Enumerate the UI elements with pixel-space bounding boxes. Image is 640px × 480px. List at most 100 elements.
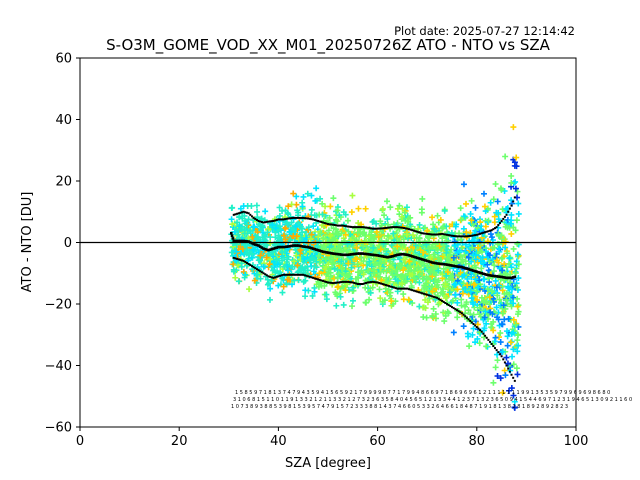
scatter-point bbox=[464, 282, 471, 289]
scatter-point bbox=[410, 231, 417, 238]
scatter-point bbox=[373, 228, 380, 235]
lower-std-point bbox=[241, 259, 244, 262]
lower-std-point bbox=[279, 274, 282, 277]
scatter-point bbox=[429, 313, 436, 320]
scatter-point bbox=[288, 201, 295, 208]
scatter-point bbox=[470, 301, 477, 308]
scatter-point bbox=[502, 238, 509, 245]
scatter-point bbox=[288, 219, 295, 226]
scatter-point bbox=[421, 224, 428, 231]
mean-point bbox=[240, 239, 244, 243]
scatter-point bbox=[495, 209, 502, 216]
scatter-point bbox=[310, 223, 317, 230]
scatter-point bbox=[483, 320, 490, 327]
upper-std-point bbox=[260, 221, 263, 223]
lower-std-point bbox=[414, 290, 417, 293]
scatter-point bbox=[494, 198, 501, 205]
mean-point bbox=[513, 275, 517, 279]
scatter-point bbox=[491, 213, 498, 220]
mean-point bbox=[361, 252, 365, 255]
lower-std-point bbox=[369, 281, 372, 284]
lower-std-point bbox=[388, 285, 391, 288]
mean-point bbox=[434, 261, 437, 265]
scatter-point bbox=[467, 210, 474, 217]
lower-std-point bbox=[232, 256, 235, 259]
lower-std-point bbox=[424, 293, 427, 296]
upper-std-point bbox=[431, 233, 434, 236]
scatter-point bbox=[429, 273, 436, 280]
mean-point bbox=[291, 244, 295, 247]
lower-std-point bbox=[351, 281, 354, 284]
scatter-point bbox=[452, 291, 459, 298]
scatter-point bbox=[515, 252, 522, 259]
mean-point bbox=[505, 276, 508, 280]
mean-point bbox=[290, 244, 293, 248]
scatter-point bbox=[460, 323, 467, 330]
scatter-point bbox=[261, 233, 268, 240]
scatter-point bbox=[502, 244, 509, 251]
mean-point bbox=[364, 252, 368, 256]
upper-std-point bbox=[315, 219, 318, 222]
lower-std-point bbox=[315, 277, 318, 280]
mean-point bbox=[328, 251, 331, 255]
scatter-point bbox=[427, 254, 434, 261]
lower-std-point bbox=[500, 355, 503, 358]
scatter-point bbox=[237, 242, 244, 249]
scatter-point bbox=[299, 203, 306, 210]
scatter-point bbox=[443, 249, 450, 256]
lower-std-point bbox=[384, 284, 387, 287]
x-tick-label: 40 bbox=[270, 434, 287, 449]
scatter-point bbox=[346, 270, 353, 277]
scatter-point bbox=[437, 216, 444, 223]
lower-std-point bbox=[480, 330, 483, 333]
lower-std-point bbox=[274, 276, 277, 279]
upper-std-point bbox=[373, 227, 376, 230]
lower-std-point bbox=[267, 275, 270, 278]
upper-std-point bbox=[477, 233, 480, 236]
lower-std-point bbox=[455, 309, 458, 312]
scatter-point bbox=[339, 270, 346, 277]
scatter-point bbox=[474, 288, 481, 295]
lower-std-point bbox=[325, 280, 328, 283]
upper-std-point bbox=[482, 231, 485, 234]
scatter-point bbox=[375, 273, 382, 280]
lower-std-point bbox=[277, 275, 280, 278]
scatter-point bbox=[285, 203, 292, 210]
mean-point bbox=[277, 245, 280, 249]
scatter-point bbox=[439, 224, 446, 231]
scatter-point bbox=[486, 258, 493, 265]
scatter-point bbox=[306, 248, 313, 255]
x-tick-label: 20 bbox=[171, 434, 188, 449]
scatter-point bbox=[504, 360, 511, 367]
mean-point bbox=[353, 252, 356, 256]
mean-point bbox=[336, 252, 340, 256]
scatter-point bbox=[483, 298, 490, 305]
scatter-point bbox=[492, 364, 499, 371]
upper-std-point bbox=[442, 233, 445, 236]
scatter-point bbox=[416, 221, 423, 228]
upper-std-point bbox=[497, 224, 500, 227]
mean-point bbox=[252, 242, 255, 246]
lower-std-point bbox=[502, 358, 505, 361]
scatter-point bbox=[514, 295, 521, 302]
mean-point bbox=[457, 265, 460, 268]
scatter-point bbox=[384, 232, 391, 239]
lower-std-point bbox=[297, 273, 300, 276]
scatter-point bbox=[482, 308, 489, 315]
lower-std-point bbox=[505, 364, 508, 367]
bin-counts-row-3: 1 0 7 3 8 9 3 8 8 5 3 9 8 1 5 3 9 5 7 4 … bbox=[231, 404, 568, 410]
scatter-point bbox=[407, 214, 414, 221]
scatter-point bbox=[453, 268, 460, 275]
upper-std-point bbox=[401, 226, 404, 229]
scatter-point bbox=[377, 256, 384, 263]
upper-std-point bbox=[457, 235, 460, 238]
mean-point bbox=[288, 244, 292, 248]
mean-point bbox=[485, 273, 489, 277]
scatter-point bbox=[236, 213, 243, 220]
mean-point bbox=[280, 245, 284, 249]
scatter-point bbox=[472, 276, 479, 283]
scatter-point bbox=[388, 268, 395, 275]
lower-std-point bbox=[343, 280, 346, 283]
mean-point bbox=[468, 268, 472, 271]
scatter-point bbox=[373, 248, 380, 255]
